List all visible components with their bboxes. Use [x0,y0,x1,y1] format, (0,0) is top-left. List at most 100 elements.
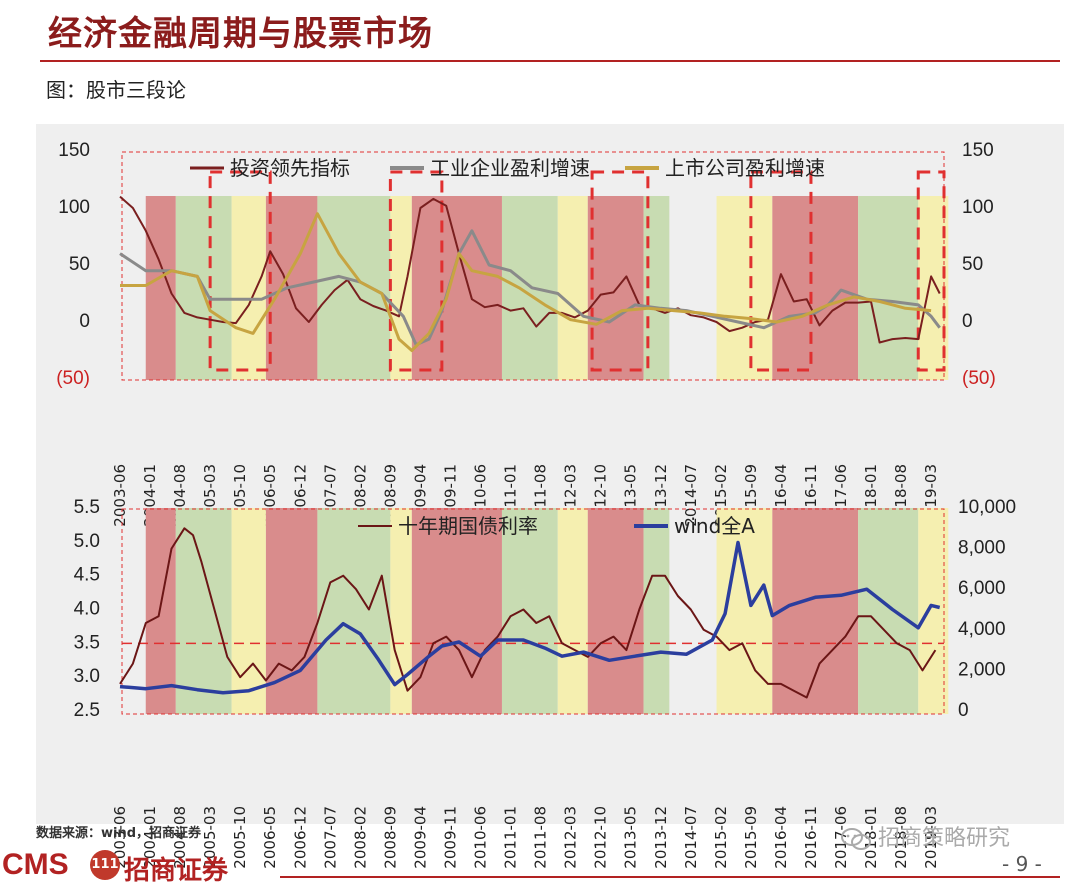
series-line-wind-a [119,540,941,695]
y-left-tick-label: 4.5 [74,565,100,586]
x-tick-label: 2008-09 [381,806,399,869]
period-band-yellow [231,196,266,380]
period-band-red [587,196,644,380]
legend-label: 上市公司盈利增速 [665,156,825,180]
wechat-account-name: 招商策略研究 [878,826,1011,851]
x-tick-label: 2006-12 [291,806,309,869]
y-left-tick-label: 4.0 [74,599,100,620]
series-line-3 [120,212,932,352]
highlight-window-box [590,170,650,372]
x-tick-label: 2013-12 [652,806,670,869]
x-tick-label: 2018-01 [862,806,880,869]
y-left-tick-label: 100 [58,197,90,218]
period-band-red [772,508,859,714]
period-band-green [175,508,232,714]
page-number: - 9 - [1002,852,1042,876]
x-tick-label: 2011-08 [532,806,550,869]
period-band-red [411,508,502,714]
x-tick-label: 2003-06 [111,464,129,527]
page-title: 经济金融周期与股票市场 [48,14,433,54]
logo-emblem-icon: 111 [90,850,120,880]
y-right-tick-label: 50 [962,254,983,275]
footer-divider [280,876,1060,878]
x-tick-label: 2016-11 [802,806,820,869]
x-tick-label: 2004-01 [141,806,159,869]
x-tick-label: 2012-10 [592,806,610,869]
period-band-yellow [557,508,588,714]
x-tick-label: 2013-05 [622,806,640,869]
x-tick-label: 2010-06 [472,806,490,869]
period-band-yellow [231,508,266,714]
highlight-window-box [388,170,444,372]
highlight-window-box [208,170,272,372]
y-left-tick-label: 5.5 [74,497,100,518]
y-left-tick-label: 2.5 [74,700,100,721]
y-left-tick-label: 3.0 [74,666,100,687]
x-tick-label: 2004-08 [171,806,189,869]
period-band-yellow [557,196,588,380]
series-line-bond-yield [119,527,937,699]
logo-cms-text: CMS [2,848,69,881]
company-logo: CMS 111 招商证券 [0,846,290,886]
wechat-icon [841,828,871,850]
period-band-green [643,508,670,714]
y-left-tick-label: 50 [69,254,90,275]
x-tick-label: 2009-11 [441,806,459,869]
period-band-yellow [390,508,412,714]
period-band-red [587,508,644,714]
y-right-tick-label: 150 [962,140,994,161]
period-band-yellow [716,196,773,380]
x-tick-label: 2005-03 [201,806,219,869]
y-left-tick-label: 5.0 [74,531,100,552]
period-band-green [501,508,558,714]
wechat-account: 招商策略研究 [840,820,1010,852]
series-line-1 [119,195,941,344]
x-tick-label: 2017-06 [832,806,850,869]
y-left-tick-label: 0 [79,311,90,332]
logo-company-name: 招商证券 [124,856,229,886]
x-tick-label: 2014-07 [682,464,700,527]
period-band-red [145,196,176,380]
x-tick-label: 2003-06 [111,806,129,869]
legend-label: wind全A [674,514,755,538]
period-band-green [317,508,391,714]
y-right-tick-label: 2,000 [958,659,1006,680]
x-tick-label: 2012-03 [562,806,580,869]
x-tick-label: 2011-01 [502,806,520,869]
y-left-tick-label: 3.5 [74,632,100,653]
legend-label: 十年期国债利率 [398,514,538,538]
y-right-tick-label: 10,000 [958,497,1016,518]
x-tick-label: 2015-02 [712,806,730,869]
y-right-tick-label: 0 [958,700,969,721]
x-tick-label: 2008-02 [351,806,369,869]
x-tick-label: 2015-09 [742,806,760,869]
x-tick-label: 2005-10 [231,806,249,869]
y-right-tick-label: 6,000 [958,578,1006,599]
highlight-window-box [749,170,813,372]
period-band-red [411,196,502,380]
x-tick-label: 2007-07 [321,806,339,869]
figure-caption: 图：股市三段论 [46,78,186,102]
x-tick-label: 2006-05 [261,806,279,869]
y-right-tick-label: (50) [962,368,996,389]
period-band-yellow [918,508,949,714]
period-band-red [772,196,859,380]
y-left-tick-label: (50) [56,368,90,389]
x-tick-label: 2009-04 [411,806,429,869]
y-right-tick-label: 8,000 [958,538,1006,559]
y-right-tick-label: 4,000 [958,619,1006,640]
y-right-tick-label: 0 [962,311,973,332]
legend-label: 投资领先指标 [230,156,350,180]
period-band-green [858,508,919,714]
period-band-green [858,196,919,380]
legend-label: 工业企业盈利增速 [430,156,590,180]
x-tick-label: 2019-03 [922,806,940,869]
x-tick-label: 2018-08 [892,806,910,869]
period-band-red [265,508,318,714]
x-tick-label: 2016-04 [772,806,790,869]
x-tick-label: 2014-07 [682,806,700,869]
data-source: 数据来源：wind，招商证券 [36,826,202,841]
title-divider [40,60,1060,62]
highlight-window-box [916,170,946,372]
